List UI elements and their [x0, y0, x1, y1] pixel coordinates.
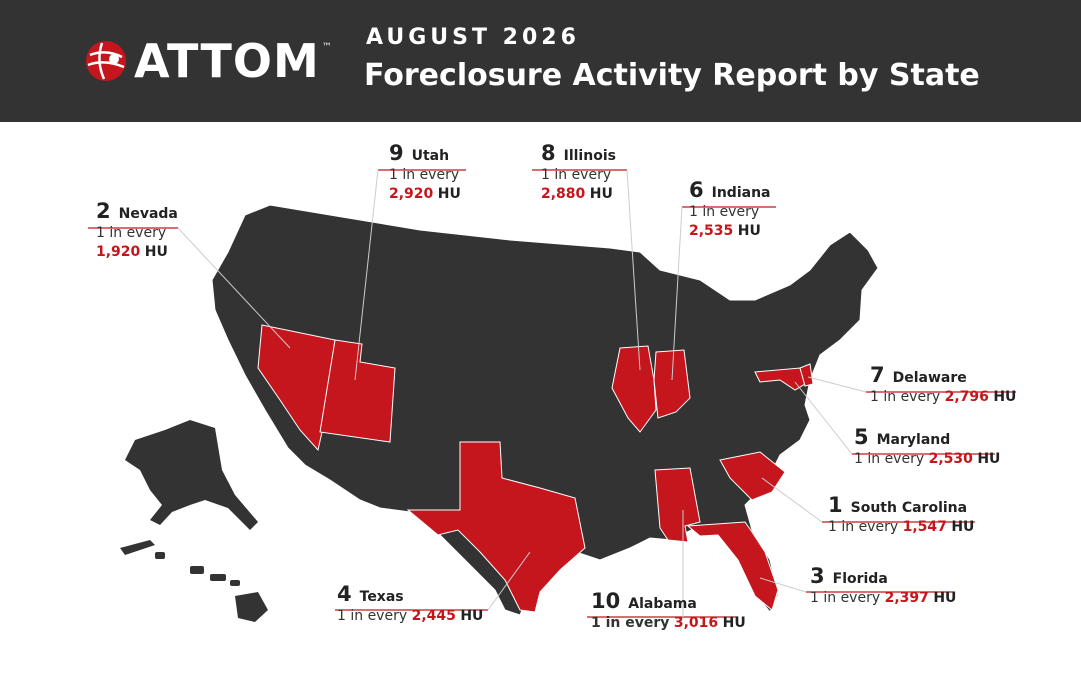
- leader-south-carolina: [761, 477, 823, 523]
- rank-number: 9: [389, 141, 404, 165]
- state-name: Utah: [411, 148, 450, 164]
- callout-illinois: 8 Illinois 1 in every 2,880 HU: [541, 141, 616, 204]
- report-title: Foreclosure Activity Report by State: [364, 58, 980, 93]
- state-alabama: [654, 467, 701, 543]
- state-name: Delaware: [892, 370, 967, 386]
- leader-maryland: [794, 381, 853, 455]
- callout-nevada: 2 Nevada 1 in every 1,920 HU: [96, 199, 178, 262]
- rate-value: 2,397: [884, 590, 929, 606]
- rank-number: 8: [541, 141, 556, 165]
- header-banner: ATTOM ™ AUGUST 2026 Foreclosure Activity…: [0, 0, 1081, 122]
- state-name: Texas: [359, 589, 404, 605]
- rank-number: 10: [591, 589, 621, 613]
- report-month: AUGUST 2026: [366, 25, 580, 50]
- callout-indiana: 6 Indiana 1 in every 2,535 HU: [689, 178, 771, 241]
- leader-nevada: [177, 227, 291, 349]
- rate-unit: HU: [722, 615, 746, 631]
- rank-number: 4: [337, 582, 352, 606]
- logo-wordmark: ATTOM: [134, 34, 320, 88]
- leader-illinois: [626, 169, 641, 371]
- state-indiana: [653, 349, 691, 419]
- rate-unit: HU: [144, 244, 168, 260]
- rate-value: 1,920: [96, 244, 141, 260]
- rate-prefix: 1 in every: [870, 389, 941, 405]
- alaska-shape: [125, 420, 258, 530]
- state-name: Maryland: [876, 432, 951, 448]
- attom-globe-icon: [86, 41, 126, 81]
- rank-number: 2: [96, 199, 111, 223]
- state-name: Nevada: [118, 206, 178, 222]
- rate-value: 2,445: [411, 608, 456, 624]
- rate-unit: HU: [951, 519, 975, 535]
- callout-delaware: 7 Delaware 1 in every 2,796 HU: [870, 363, 1017, 407]
- rate-prefix: 1 in every: [854, 451, 925, 467]
- leader-florida: [759, 577, 807, 593]
- state-name: Alabama: [628, 596, 697, 612]
- rate-unit: HU: [589, 186, 613, 202]
- callout-leader-lines: [177, 169, 867, 617]
- rank-number: 5: [854, 425, 869, 449]
- state-name: Indiana: [711, 185, 771, 201]
- highlighted-states: [257, 324, 814, 613]
- leader-indiana: [671, 206, 683, 381]
- state-name: South Carolina: [850, 500, 968, 516]
- rate-unit: HU: [737, 223, 761, 239]
- callout-underlines: [88, 169, 1016, 618]
- rate-prefix: 1 in every: [591, 615, 670, 631]
- state-utah: [319, 339, 396, 443]
- leader-utah: [354, 169, 379, 381]
- rate-prefix: 1 in every: [689, 204, 760, 220]
- callout-utah: 9 Utah 1 in every 2,920 HU: [389, 141, 461, 204]
- state-texas: [406, 441, 586, 613]
- rate-unit: HU: [993, 389, 1017, 405]
- rank-number: 6: [689, 178, 704, 202]
- state-south-carolina: [719, 451, 786, 501]
- rate-value: 2,530: [928, 451, 973, 467]
- state-florida: [686, 521, 779, 611]
- rate-value: 2,880: [541, 186, 586, 202]
- rate-prefix: 1 in every: [541, 167, 612, 183]
- rate-unit: HU: [977, 451, 1001, 467]
- rate-unit: HU: [437, 186, 461, 202]
- callout-texas: 4 Texas 1 in every 2,445 HU: [337, 582, 484, 626]
- rate-value: 3,016: [673, 615, 719, 631]
- callout-florida: 3 Florida 1 in every 2,397 HU: [810, 564, 957, 608]
- rate-prefix: 1 in every: [337, 608, 408, 624]
- state-name: Illinois: [563, 148, 616, 164]
- rank-number: 1: [828, 493, 843, 517]
- rate-prefix: 1 in every: [96, 225, 167, 241]
- rate-value: 2,920: [389, 186, 434, 202]
- rate-prefix: 1 in every: [828, 519, 899, 535]
- rate-prefix: 1 in every: [810, 590, 881, 606]
- alaska-islands: [120, 540, 155, 555]
- hawaii-shape: [155, 552, 268, 622]
- callout-maryland: 5 Maryland 1 in every 2,530 HU: [854, 425, 1001, 469]
- rank-number: 3: [810, 564, 825, 588]
- state-illinois: [611, 345, 657, 433]
- callout-alabama: 10 Alabama 1 in every 3,016 HU: [591, 589, 746, 633]
- rate-value: 2,796: [944, 389, 989, 405]
- leader-delaware: [807, 376, 867, 393]
- logo-trademark: ™: [321, 41, 332, 53]
- state-delaware: [799, 363, 814, 387]
- leader-texas: [487, 551, 531, 611]
- attom-logo: ATTOM ™: [84, 38, 332, 84]
- rate-unit: HU: [460, 608, 484, 624]
- rate-value: 1,547: [902, 519, 947, 535]
- callout-south-carolina: 1 South Carolina 1 in every 1,547 HU: [828, 493, 975, 537]
- rank-number: 7: [870, 363, 885, 387]
- rate-prefix: 1 in every: [389, 167, 460, 183]
- rate-unit: HU: [933, 590, 957, 606]
- state-name: Florida: [832, 571, 888, 587]
- rate-value: 2,535: [689, 223, 734, 239]
